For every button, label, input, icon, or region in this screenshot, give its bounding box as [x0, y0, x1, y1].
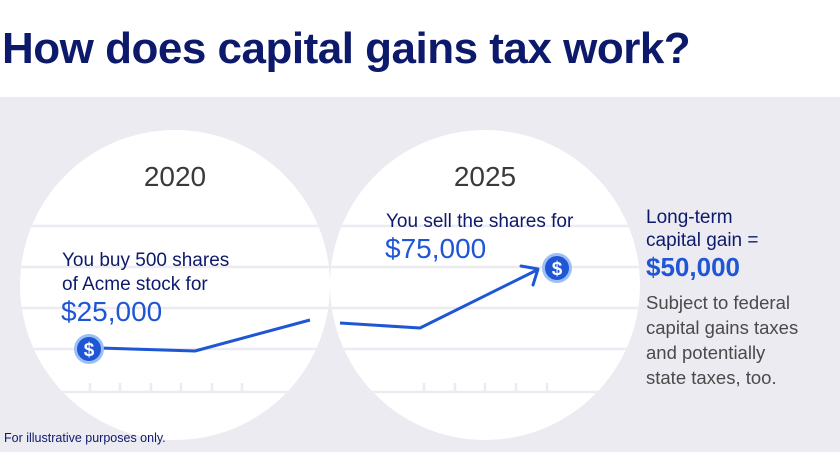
dollar-coin-icon: $	[74, 334, 104, 364]
dollar-coin-icon: $	[542, 253, 572, 283]
stage-year-2025: 2025	[453, 161, 517, 192]
arrow-head-icon	[519, 264, 540, 287]
bottom-strip	[0, 452, 840, 472]
stage-amount-sell: $75,000	[385, 233, 487, 264]
stage-circle-2020	[20, 130, 330, 440]
stage-year-2020: 2020	[143, 161, 207, 192]
stage-caption-line: You sell the shares for	[386, 211, 574, 232]
gain-note-line: and potentially	[646, 342, 766, 363]
timeline-graphic: $ $	[20, 130, 640, 440]
stage-amount-buy: $25,000	[61, 296, 163, 327]
gain-label-line: capital gain =	[646, 230, 759, 251]
gain-amount: $50,000	[646, 252, 740, 282]
gain-note-line: Subject to federal	[646, 292, 790, 313]
disclaimer: For illustrative purposes only.	[4, 431, 166, 445]
svg-text:$: $	[552, 259, 563, 280]
stage-caption-line: You buy 500 shares	[62, 250, 230, 271]
page-title: How does capital gains tax work?	[2, 24, 691, 73]
gain-note-line: capital gains taxes	[646, 317, 799, 338]
stage-caption-line: of Acme stock for	[62, 274, 208, 295]
svg-text:$: $	[84, 340, 95, 361]
gain-note-line: state taxes, too.	[646, 367, 777, 388]
gain-label-line: Long-term	[646, 207, 733, 228]
illustration-panel: $ $	[0, 97, 840, 452]
